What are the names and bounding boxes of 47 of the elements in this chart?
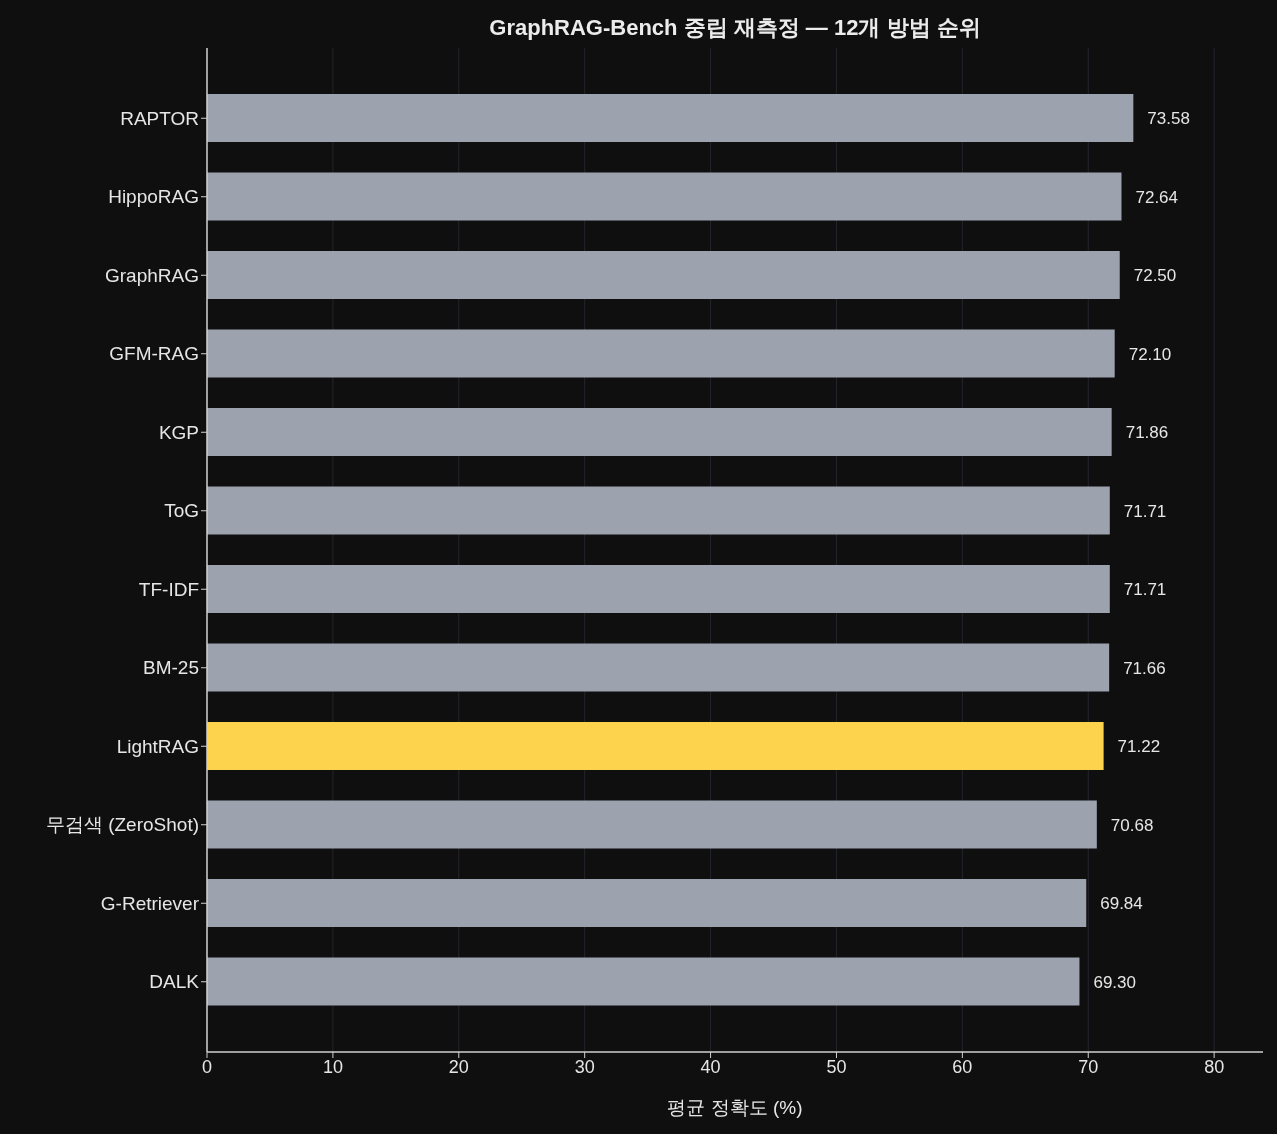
- bar: [207, 565, 1110, 613]
- y-tick-label: HippoRAG: [108, 186, 199, 208]
- data-label: 69.84: [1100, 894, 1143, 914]
- x-tick-label: 40: [700, 1056, 721, 1077]
- data-label: 71.22: [1117, 737, 1161, 757]
- bar: [207, 329, 1115, 378]
- bar: [207, 172, 1122, 221]
- data-label: 69.30: [1093, 972, 1136, 992]
- y-tick-label: BM-25: [143, 657, 199, 679]
- y-tick-label: 무검색 (ZeroShot): [45, 814, 199, 836]
- data-label: 71.86: [1125, 423, 1169, 443]
- bar: [207, 800, 1097, 849]
- bar: [207, 94, 1134, 142]
- y-tick-label: G-Retriever: [100, 892, 200, 914]
- bar: [207, 251, 1120, 299]
- bar: [207, 957, 1080, 1006]
- y-tick-label: GraphRAG: [105, 264, 199, 286]
- bar: [207, 879, 1087, 927]
- x-tick-label: 70: [1078, 1056, 1099, 1077]
- data-label: 71.71: [1123, 580, 1167, 600]
- y-tick-label: GFM-RAG: [109, 343, 199, 365]
- data-label: 73.58: [1147, 109, 1190, 129]
- y-tick-label: RAPTOR: [120, 108, 199, 129]
- x-tick-label: 20: [448, 1056, 469, 1077]
- x-tick-label: 30: [574, 1056, 595, 1077]
- data-label: 72.50: [1133, 266, 1177, 286]
- y-tick-label: ToG: [164, 500, 199, 522]
- data-label: 71.66: [1123, 658, 1166, 678]
- bar: [207, 408, 1112, 456]
- data-label: 72.64: [1135, 187, 1179, 207]
- x-tick-label: 0: [201, 1056, 213, 1077]
- x-axis-title: 평균 정확도 (%): [667, 1097, 803, 1118]
- y-tick-label: LightRAG: [116, 735, 199, 757]
- y-tick-label: DALK: [149, 971, 200, 993]
- chart-title: GraphRAG-Bench 중립 재측정 — 12개 방법 순위: [488, 14, 982, 42]
- bar: [207, 643, 1110, 692]
- x-tick-label: 50: [826, 1056, 847, 1077]
- data-label: 72.10: [1128, 344, 1172, 364]
- bar: [207, 486, 1110, 535]
- y-tick-label: TF-IDF: [138, 578, 199, 600]
- y-tick-label: KGP: [158, 421, 199, 443]
- bar: [207, 722, 1104, 770]
- x-tick-label: 80: [1204, 1056, 1225, 1077]
- x-tick-label: 10: [322, 1056, 343, 1077]
- data-label: 71.71: [1123, 501, 1167, 521]
- x-tick-label: 60: [952, 1056, 973, 1077]
- data-label: 70.68: [1110, 815, 1154, 835]
